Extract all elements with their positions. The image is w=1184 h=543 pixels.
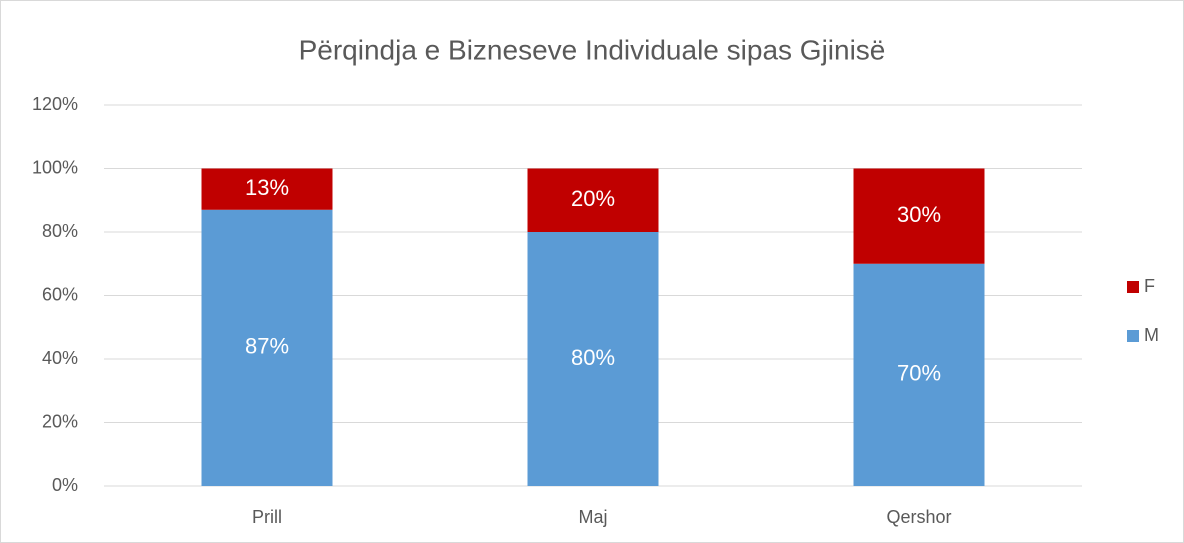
data-label: 87% <box>245 334 289 359</box>
y-tick-label: 60% <box>42 284 78 304</box>
bar-segment <box>853 263 985 486</box>
x-tick-label: Qershor <box>886 507 951 527</box>
y-tick-label: 120% <box>32 94 78 114</box>
legend-label: F <box>1144 276 1155 296</box>
data-label: 70% <box>897 361 941 386</box>
chart-title: Përqindja e Bizneseve Individuale sipas … <box>299 34 886 65</box>
legend-swatch <box>1127 330 1139 342</box>
legend-swatch <box>1127 281 1139 293</box>
x-tick-label: Prill <box>252 507 282 527</box>
bar-segment <box>527 168 659 232</box>
bar-segment <box>201 209 333 486</box>
bar-segment <box>527 232 659 486</box>
bar-segment <box>853 168 985 264</box>
y-tick-label: 100% <box>32 157 78 177</box>
bar-segment <box>201 168 333 210</box>
y-tick-label: 80% <box>42 221 78 241</box>
data-label: 30% <box>897 202 941 227</box>
legend-label: M <box>1144 325 1159 345</box>
y-tick-label: 0% <box>52 475 78 495</box>
y-tick-label: 40% <box>42 348 78 368</box>
data-label: 80% <box>571 345 615 370</box>
data-label: 20% <box>571 186 615 211</box>
y-tick-label: 20% <box>42 411 78 431</box>
x-tick-label: Maj <box>578 507 607 527</box>
data-label: 13% <box>245 175 289 200</box>
